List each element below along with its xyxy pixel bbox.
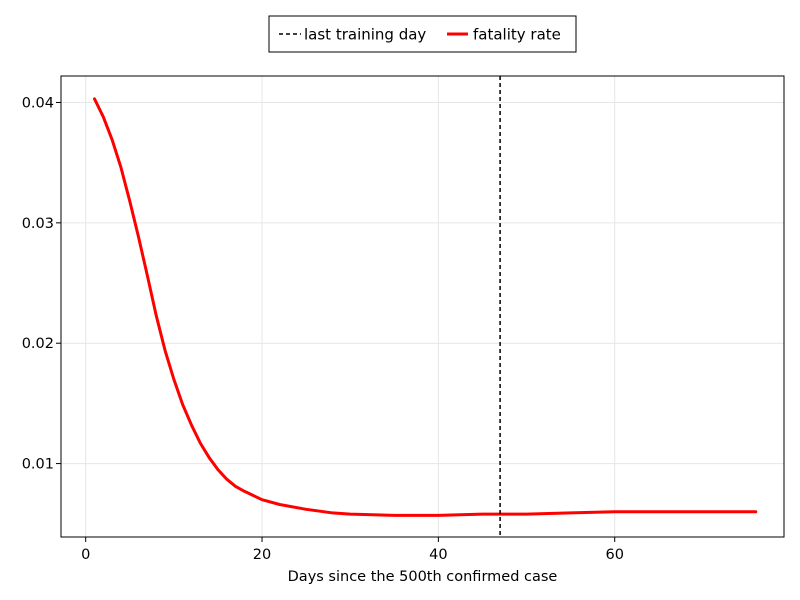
x-tick-label: 60	[605, 547, 623, 563]
x-tick-label: 20	[253, 547, 271, 563]
legend: last training day fatality rate	[268, 15, 577, 53]
y-tick-label: 0.04	[22, 95, 54, 111]
grid	[61, 76, 784, 537]
plot-content	[93, 76, 758, 537]
legend-box	[268, 15, 577, 53]
y-tick-label: 0.03	[22, 216, 54, 232]
y-tick-label: 0.01	[22, 457, 54, 473]
legend-label-fatality-rate: fatality rate	[473, 26, 561, 44]
x-axis: 0 20 40 60	[81, 537, 624, 563]
series-line-fatality-rate	[93, 97, 758, 517]
x-tick-label: 0	[81, 547, 90, 563]
plot-frame	[60, 75, 785, 538]
x-tick-label: 40	[429, 547, 447, 563]
x-axis-title: Days since the 500th confirmed case	[288, 569, 558, 585]
y-tick-label: 0.02	[22, 336, 54, 352]
y-axis: 0.01 0.02 0.03 0.04	[22, 95, 61, 473]
legend-label-last-training-day: last training day	[304, 26, 426, 44]
